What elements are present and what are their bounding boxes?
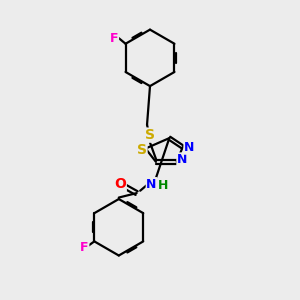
Text: N: N [146,178,157,191]
Text: F: F [80,241,89,254]
Text: N: N [177,153,187,166]
Text: H: H [158,179,168,192]
Text: O: O [114,177,126,191]
Text: N: N [184,141,194,154]
Text: S: S [137,143,147,157]
Text: S: S [145,128,155,142]
Text: F: F [110,32,118,45]
